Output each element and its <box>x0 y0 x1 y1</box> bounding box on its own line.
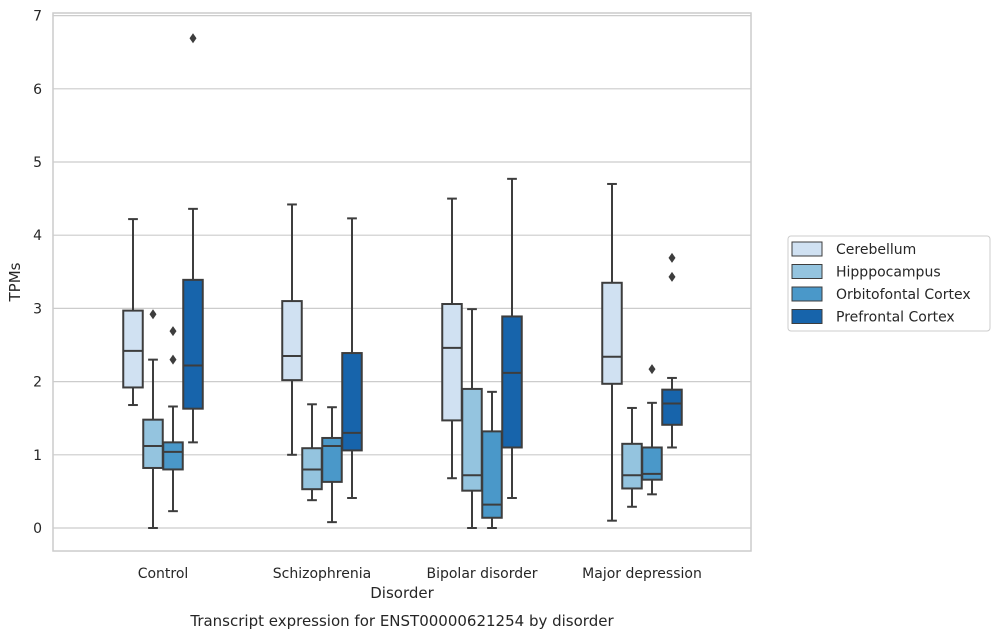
box-iqr <box>441 303 463 422</box>
outlier-point <box>169 326 177 337</box>
legend-label: Cerebellum <box>836 242 916 258</box>
x-axis-label: Disorder <box>370 584 434 602</box>
legend-swatch <box>791 286 823 302</box>
box-cerebellum <box>441 197 463 480</box>
chart-caption: Transcript expression for ENST0000062125… <box>189 612 614 630</box>
box-iqr <box>641 446 663 481</box>
x-tick-label: Control <box>138 566 189 582</box>
outlier-point <box>149 309 157 320</box>
outlier-point <box>189 33 197 44</box>
box-hipppocampus <box>461 308 483 529</box>
box-iqr <box>142 418 164 469</box>
box-orbitofontal-cortex <box>481 390 503 529</box>
box-hipppocampus <box>301 403 323 502</box>
legend-swatch <box>791 309 823 324</box>
box-iqr <box>182 278 204 410</box>
x-tick-label: Schizophrenia <box>273 566 371 582</box>
plot-frame <box>52 12 752 552</box>
x-tick-label: Major depression <box>582 566 702 582</box>
box-hipppocampus <box>142 309 164 529</box>
y-tick-label: 6 <box>33 82 42 98</box>
box-iqr <box>321 436 343 483</box>
box-iqr <box>341 352 363 452</box>
legend-frame <box>787 235 991 332</box>
box-iqr <box>601 281 623 385</box>
x-ticks: Control Schizophrenia Bipolar disorder Majo… <box>138 566 702 582</box>
boxes <box>122 33 683 529</box>
legend: Cerebellum Hipppocampus Orbitofontal Corte… <box>787 235 991 332</box>
legend-label: Orbitofontal Cortex <box>836 287 971 303</box>
y-tick-label: 4 <box>33 228 42 244</box>
box-iqr <box>661 388 683 426</box>
outlier-point <box>169 354 177 365</box>
legend-swatch <box>791 264 823 279</box>
box-prefrontal-cortex <box>501 177 523 499</box>
box-prefrontal-cortex <box>182 33 204 444</box>
y-tick-label: 5 <box>33 155 42 171</box>
x-tick-label: Bipolar disorder <box>426 566 537 582</box>
y-tick-label: 7 <box>33 9 42 25</box>
outlier-point <box>648 364 656 375</box>
box-iqr <box>122 309 144 389</box>
y-axis-label: TPMs <box>6 262 24 302</box>
legend-swatch <box>791 241 823 257</box>
box-iqr <box>281 300 303 382</box>
box-iqr <box>621 442 643 490</box>
box-iqr <box>481 430 503 519</box>
box-orbitofontal-cortex <box>162 326 184 513</box>
y-tick-label: 0 <box>33 521 42 537</box>
y-ticks: 0 1 2 3 4 5 6 7 <box>33 9 42 537</box>
box-cerebellum <box>281 203 303 456</box>
box-cerebellum <box>122 218 144 407</box>
y-tick-label: 1 <box>33 448 42 464</box>
box-iqr <box>501 315 523 449</box>
legend-label: Prefrontal Cortex <box>836 310 955 326</box>
box-orbitofontal-cortex <box>321 406 343 524</box>
legend-label: Hipppocampus <box>836 265 941 281</box>
box-prefrontal-cortex <box>341 217 363 499</box>
box-orbitofontal-cortex <box>641 364 663 496</box>
box-cerebellum <box>601 182 623 522</box>
y-tick-label: 2 <box>33 375 42 391</box>
outlier-point <box>668 252 676 263</box>
outlier-point <box>668 271 676 282</box>
y-tick-label: 3 <box>33 301 42 317</box>
box-iqr <box>162 441 184 471</box>
box-hipppocampus <box>621 406 643 508</box>
box-prefrontal-cortex <box>661 252 683 449</box>
